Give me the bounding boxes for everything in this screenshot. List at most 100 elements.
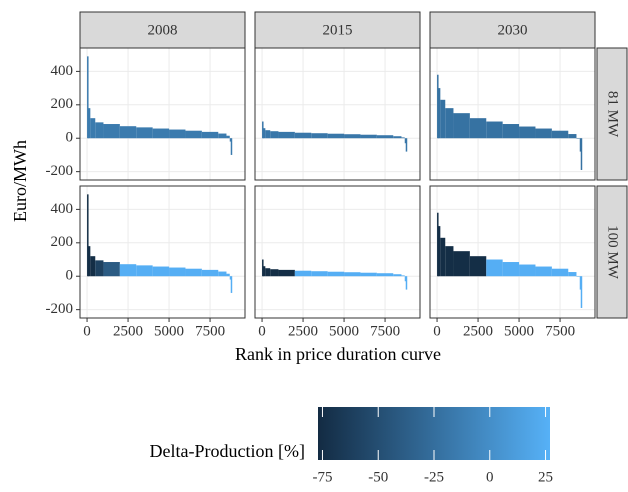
price-bar [95,260,104,277]
price-bar [580,138,583,170]
price-bar [579,276,582,290]
price-bar [405,276,408,290]
y-tick-label: 0 [66,268,74,284]
strip [254,11,421,49]
price-bar [294,270,312,277]
price-bar [401,137,405,139]
price-bar [311,271,328,277]
price-bar [580,276,583,308]
price-bar [440,99,446,139]
price-bar [576,138,580,139]
x-tick-label: 2500 [288,323,318,339]
price-bar [440,237,446,277]
price-bar [376,135,394,139]
price-bar [136,265,153,277]
price-bar [393,136,402,139]
price-bar [226,135,230,139]
y-tick-label: -200 [46,301,74,317]
price-bar [262,121,264,139]
panel [255,186,420,318]
price-bar [311,133,328,139]
panel [80,48,245,180]
price-bar [437,226,441,277]
price-bar [185,130,202,139]
price-bar [327,133,345,139]
price-bar [404,138,407,144]
x-tick-label: 2500 [463,323,493,339]
x-tick-label: 5000 [504,323,534,339]
y-tick-label: 0 [66,130,74,146]
price-bar [87,108,91,139]
price-bar [344,272,361,277]
price-bar [437,88,441,139]
price-bar [152,266,170,277]
y-tick-label: 200 [51,96,74,112]
price-bar [90,256,96,277]
strip-label: 81 MW [605,91,621,138]
strip-label: 2008 [148,22,178,38]
strip-label: 2015 [323,22,353,38]
strip [596,185,628,319]
x-tick-label: 0 [433,323,441,339]
price-bar [119,264,137,277]
legend-tick-label: -50 [368,469,388,485]
panel-border [429,185,596,319]
x-tick-label: 0 [83,323,91,339]
price-bar [486,121,503,139]
price-bar [262,128,266,139]
panel [255,48,420,180]
price-bar [229,138,232,142]
price-bar [103,124,120,139]
y-tick-label: -200 [46,163,74,179]
price-bar [103,262,120,277]
price-bar [87,194,89,277]
y-tick-label: 400 [51,63,74,79]
price-bar [201,269,219,277]
price-bar [469,118,487,139]
price-bar [169,129,186,139]
strip [429,11,596,49]
x-tick-label: 5000 [154,323,184,339]
price-bar [453,113,470,139]
price-bar [405,138,408,152]
price-bar [502,262,520,277]
price-bar [568,272,577,277]
price-bar [445,108,454,139]
price-bar [230,276,233,293]
price-bar [119,126,137,139]
strip-label: 2030 [498,22,528,38]
price-bar [201,131,219,139]
x-tick-label: 5000 [329,323,359,339]
legend-tick-label: -25 [424,469,444,485]
price-bar [344,134,361,139]
price-bar [551,268,569,277]
x-tick-label: 2500 [113,323,143,339]
price-bar [486,259,503,277]
price-bar [568,134,577,139]
price-bar [445,246,454,277]
price-bar [401,275,405,277]
price-bar [262,266,266,277]
price-bar [393,274,402,277]
x-axis-title: Rank in price duration curve [235,344,441,364]
price-bar [262,259,264,277]
price-bar [437,74,439,139]
price-bar [169,267,186,277]
price-bar [185,268,202,277]
price-bar [579,138,582,152]
price-bar [90,118,96,139]
price-bar [152,128,170,139]
price-bar [453,251,470,277]
price-bar [87,246,91,277]
legend-title: Delta-Production [%] [150,441,305,461]
panel [80,186,245,318]
price-bar [376,273,394,277]
price-bar [551,130,569,139]
price-bar [519,264,536,277]
x-tick-label: 0 [258,323,266,339]
price-bar [535,128,552,139]
x-tick-label: 7500 [195,323,225,339]
legend-tick-label: -75 [312,469,332,485]
price-bar [270,269,279,277]
